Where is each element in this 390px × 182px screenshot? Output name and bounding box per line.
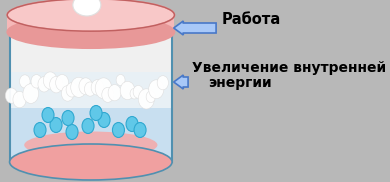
Text: энергии: энергии bbox=[208, 76, 272, 90]
Circle shape bbox=[98, 112, 110, 128]
Bar bbox=[10, 72, 172, 108]
Circle shape bbox=[50, 76, 63, 93]
Circle shape bbox=[91, 80, 104, 95]
Circle shape bbox=[5, 88, 18, 103]
Circle shape bbox=[61, 86, 74, 101]
Text: Увеличение внутренней: Увеличение внутренней bbox=[192, 61, 386, 75]
Ellipse shape bbox=[73, 0, 101, 16]
Circle shape bbox=[23, 84, 39, 103]
Ellipse shape bbox=[10, 144, 172, 180]
Circle shape bbox=[149, 80, 164, 99]
Circle shape bbox=[56, 74, 69, 91]
FancyArrow shape bbox=[174, 21, 216, 35]
Circle shape bbox=[62, 110, 74, 126]
Ellipse shape bbox=[7, 0, 174, 31]
Circle shape bbox=[13, 91, 26, 108]
Circle shape bbox=[82, 118, 94, 134]
Circle shape bbox=[42, 108, 54, 122]
Bar bbox=[7, 15, 174, 32]
Circle shape bbox=[84, 82, 96, 96]
Circle shape bbox=[133, 85, 144, 98]
Circle shape bbox=[116, 74, 125, 86]
Circle shape bbox=[102, 87, 114, 102]
Circle shape bbox=[138, 89, 154, 109]
Text: Работа: Работа bbox=[222, 13, 281, 27]
Circle shape bbox=[66, 83, 78, 97]
Circle shape bbox=[20, 75, 30, 88]
FancyArrow shape bbox=[174, 75, 188, 89]
Circle shape bbox=[34, 122, 46, 137]
Circle shape bbox=[126, 116, 138, 132]
Circle shape bbox=[134, 122, 146, 137]
Circle shape bbox=[146, 91, 155, 103]
Circle shape bbox=[31, 75, 42, 88]
Circle shape bbox=[38, 77, 50, 92]
Circle shape bbox=[66, 124, 78, 139]
Circle shape bbox=[120, 81, 135, 100]
Bar bbox=[10, 108, 172, 162]
Circle shape bbox=[108, 85, 121, 101]
Ellipse shape bbox=[7, 16, 174, 48]
Circle shape bbox=[112, 122, 124, 137]
Circle shape bbox=[157, 76, 168, 90]
Circle shape bbox=[50, 118, 62, 132]
Circle shape bbox=[79, 78, 92, 95]
Circle shape bbox=[90, 106, 102, 120]
Circle shape bbox=[43, 72, 57, 89]
Circle shape bbox=[130, 88, 138, 99]
Circle shape bbox=[95, 78, 112, 99]
Circle shape bbox=[71, 77, 87, 97]
Ellipse shape bbox=[24, 132, 158, 159]
Bar bbox=[10, 28, 172, 72]
